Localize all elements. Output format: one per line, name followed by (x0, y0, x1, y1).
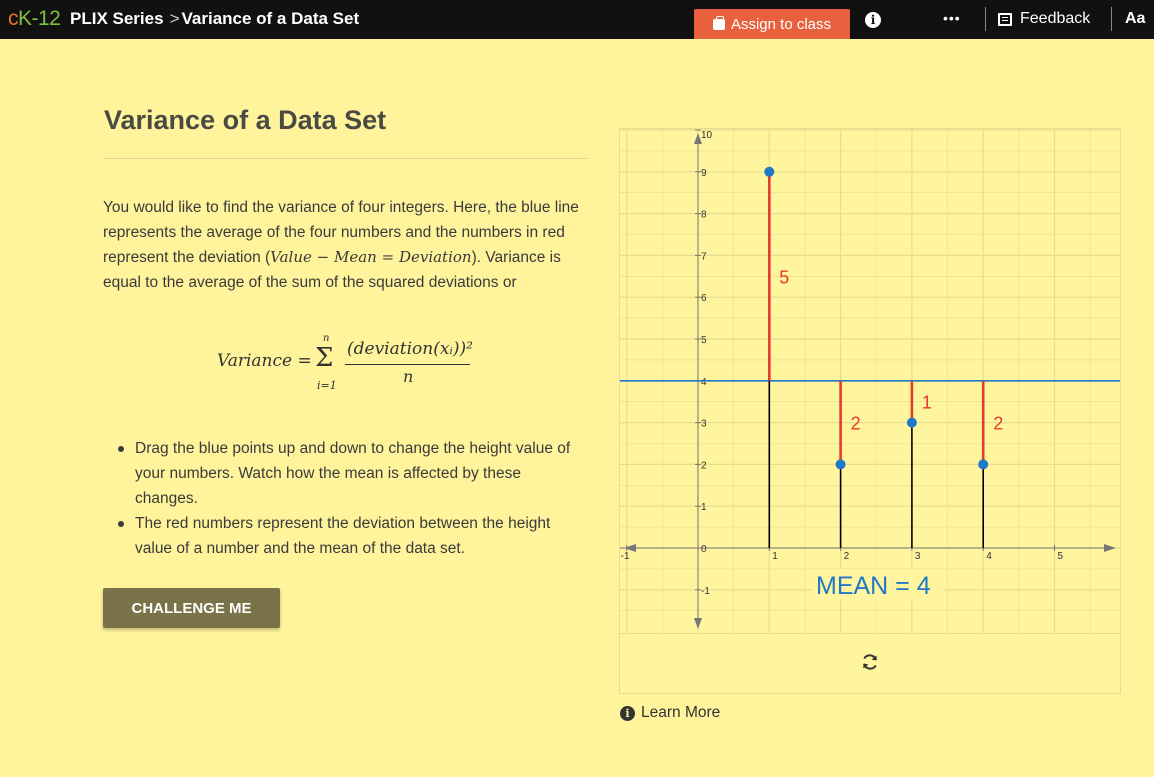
graph-toolbar (620, 633, 1120, 693)
page-title: Variance of a Data Set (104, 105, 387, 135)
y-tick-label: 9 (701, 168, 707, 179)
breadcrumb: PLIX Series > Variance of a Data Set (70, 9, 359, 29)
variance-formula: Variance = n Σ i=1 (deviation(xᵢ))² n (217, 333, 477, 395)
x-tick-label: 4 (986, 551, 992, 562)
feedback-label: Feedback (1020, 10, 1091, 27)
y-tick-label: 5 (701, 335, 707, 346)
y-tick-label: 7 (701, 251, 707, 262)
deviation-label: 2 (993, 414, 1003, 434)
more-options-button[interactable]: ••• (943, 10, 961, 26)
feedback-button[interactable]: Feedback (998, 10, 1090, 28)
title-divider (103, 158, 587, 159)
formula-numerator: (deviation(xᵢ))² (347, 339, 473, 359)
draggable-point[interactable] (978, 459, 989, 470)
mean-label-background (812, 569, 944, 599)
ck12-logo[interactable]: cK-12 (8, 7, 61, 31)
deviation-label: 2 (851, 414, 861, 434)
draggable-point[interactable] (764, 166, 775, 177)
formula-lower-limit: i=1 (317, 379, 337, 392)
x-tick-label: 5 (1058, 551, 1064, 562)
y-tick-label: 6 (701, 293, 707, 304)
assign-to-class-button[interactable]: Assign to class (694, 9, 850, 39)
mean-label: MEAN = 4 (816, 572, 931, 600)
intro-text-2: ). Variance is equal to the average of t… (103, 249, 561, 291)
formula-lhs: Variance = (217, 351, 312, 371)
breadcrumb-series[interactable]: PLIX Series (70, 9, 164, 28)
list-item: Drag the blue points up and down to chan… (118, 436, 588, 511)
y-tick-label: 8 (701, 210, 707, 221)
list-item: The red numbers represent the deviation … (118, 511, 588, 561)
learn-more-link[interactable]: i Learn More (620, 704, 720, 722)
y-tick-label: 1 (701, 502, 707, 513)
top-bar: cK-12 PLIX Series > Variance of a Data Set… (0, 0, 1154, 39)
intro-paragraph: You would like to find the variance of f… (103, 195, 593, 295)
reset-icon[interactable] (860, 652, 880, 672)
x-tick-label: 1 (772, 551, 778, 562)
logo-c: c (8, 7, 19, 30)
info-icon: i (620, 705, 635, 721)
intro-text-1: You would like to find the variance of f… (103, 199, 579, 266)
breadcrumb-separator: > (169, 9, 180, 28)
y-tick-label: 2 (701, 460, 707, 471)
deviation-equation: Value − Mean = Deviation (270, 248, 472, 266)
x-axis-arrow (1104, 544, 1116, 552)
y-axis-arrow (694, 618, 702, 629)
y-tick-label: 3 (701, 419, 707, 430)
assign-label: Assign to class (730, 15, 832, 33)
divider (1111, 7, 1112, 31)
logo-k12: K-12 (18, 7, 61, 30)
info-icon[interactable]: i (865, 12, 881, 28)
x-tick-label: 2 (844, 551, 850, 562)
y-axis-arrow (694, 133, 702, 144)
deviation-label: 1 (922, 393, 932, 413)
learn-more-label: Learn More (641, 704, 721, 721)
y-tick-label: 0 (701, 544, 707, 555)
x-tick-label: 3 (915, 551, 921, 562)
formula-upper-limit: n (323, 333, 330, 344)
divider (985, 7, 986, 31)
draggable-point[interactable] (835, 459, 846, 470)
interactive-panel: -1 1 2 3 4 5 -1 0 1 2 3 4 5 6 7 8 9 10 5 2 1 2 MEAN = 4 (619, 128, 1121, 694)
instructions-list: Drag the blue points up and down to chan… (118, 436, 588, 561)
font-size-button[interactable]: Aa (1125, 10, 1146, 27)
breadcrumb-page: Variance of a Data Set (181, 9, 360, 28)
formula-denominator: n (403, 367, 414, 386)
y-tick-label: 4 (701, 377, 707, 388)
briefcase-icon (712, 15, 725, 30)
x-tick-label: -1 (621, 551, 630, 562)
y-tick-label: -1 (701, 586, 710, 597)
feedback-icon (998, 12, 1012, 26)
challenge-me-button[interactable]: CHALLENGE ME (103, 588, 280, 628)
sigma-symbol: Σ (315, 343, 334, 373)
draggable-point[interactable] (906, 417, 917, 428)
variance-graph[interactable]: -1 1 2 3 4 5 -1 0 1 2 3 4 5 6 7 8 9 10 5 2 1 2 MEAN = 4 (620, 129, 1120, 633)
y-tick-label: 10 (701, 130, 713, 141)
deviation-label: 5 (779, 267, 789, 287)
x-axis-arrow (624, 544, 636, 552)
fraction-bar (345, 364, 470, 365)
